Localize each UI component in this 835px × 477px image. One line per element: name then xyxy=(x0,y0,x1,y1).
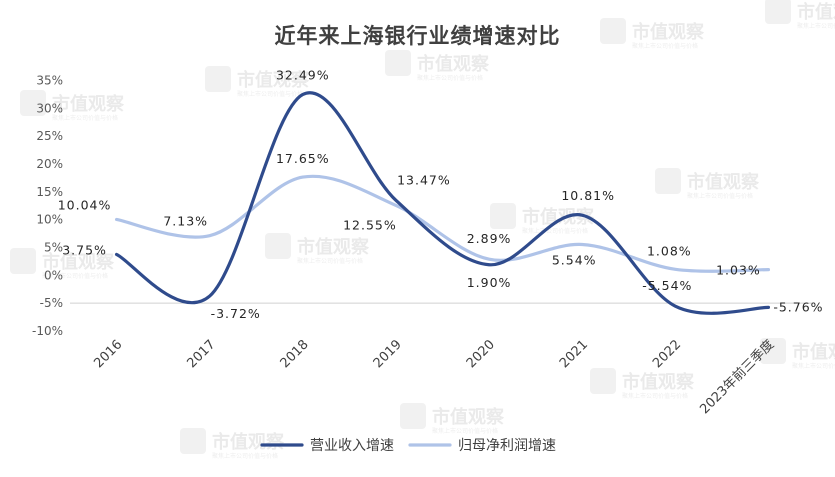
watermark-logo xyxy=(760,338,786,364)
watermark-logo xyxy=(20,90,46,116)
watermark-text: 市值观察 xyxy=(212,431,285,453)
data-label-revenue: 10.81% xyxy=(561,188,615,203)
watermark-subtext: 聚焦上市公司价值与价格 xyxy=(42,272,108,280)
y-tick-label: 5% xyxy=(44,241,63,255)
watermark-logo xyxy=(400,403,426,429)
watermark-logo xyxy=(655,168,681,194)
x-tick-label: 2021 xyxy=(557,337,591,371)
watermark-text: 市值观察 xyxy=(432,406,505,428)
watermark-text: 市值观察 xyxy=(687,171,760,193)
data-label-revenue: -5.54% xyxy=(642,278,692,293)
data-label-revenue: -5.76% xyxy=(773,299,823,314)
chart-title: 近年来上海银行业绩增速对比 xyxy=(274,24,561,48)
x-tick-label: 2022 xyxy=(650,337,684,371)
series-line-revenue xyxy=(114,91,771,315)
watermark-text: 市值观察 xyxy=(632,21,705,43)
watermark-subtext: 聚焦上市公司价值与价格 xyxy=(792,362,835,370)
watermark-subtext: 聚焦上市公司价值与价格 xyxy=(622,392,688,400)
watermark-subtext: 聚焦上市公司价值与价格 xyxy=(432,427,498,435)
watermark-subtext: 聚焦上市公司价值与价格 xyxy=(52,114,118,122)
x-tick-label: 2023年前三季度 xyxy=(697,337,778,418)
legend-label: 归母净利润增速 xyxy=(458,437,556,454)
watermark-logo xyxy=(490,203,516,229)
watermark-text: 市值观察 xyxy=(42,251,115,273)
data-label-profit: 7.13% xyxy=(163,214,208,229)
data-label-profit: 10.04% xyxy=(58,197,112,212)
data-label-profit: 1.08% xyxy=(647,243,692,258)
y-tick-label: 30% xyxy=(36,101,63,115)
watermark-subtext: 聚焦上市公司价值与价格 xyxy=(237,90,303,98)
watermark-text: 市值观察 xyxy=(297,236,370,258)
x-tick-label: 2019 xyxy=(371,337,405,371)
data-label-revenue: 13.47% xyxy=(397,172,451,187)
watermark-logo xyxy=(765,0,791,24)
y-tick-label: -10% xyxy=(32,324,63,338)
watermark-subtext: 聚焦上市公司价值与价格 xyxy=(212,452,278,460)
watermark-subtext: 聚焦上市公司价值与价格 xyxy=(797,22,835,30)
watermark-text: 市值观察 xyxy=(237,69,310,91)
y-tick-label: 20% xyxy=(36,157,63,171)
watermark-logo xyxy=(10,248,36,274)
y-tick-label: -5% xyxy=(40,296,63,310)
y-tick-label: 0% xyxy=(44,268,63,282)
watermark-text: 市值观察 xyxy=(522,206,595,228)
watermark-subtext: 聚焦上市公司价值与价格 xyxy=(417,74,483,82)
watermark-text: 市值观察 xyxy=(622,371,695,393)
watermark-text: 市值观察 xyxy=(417,53,490,75)
watermark-subtext: 聚焦上市公司价值与价格 xyxy=(632,42,698,50)
data-label-profit: 1.03% xyxy=(716,263,761,278)
series-line-profit xyxy=(114,174,771,273)
data-label-profit: 17.65% xyxy=(276,151,330,166)
y-tick-label: 15% xyxy=(36,185,63,199)
watermark-subtext: 聚焦上市公司价值与价格 xyxy=(522,227,588,235)
data-label-revenue: 3.75% xyxy=(62,242,107,257)
x-tick-label: 2016 xyxy=(91,337,125,371)
watermark-subtext: 聚焦上市公司价值与价格 xyxy=(297,257,363,265)
x-tick-label: 2017 xyxy=(185,337,219,371)
watermark-text: 市值观察 xyxy=(792,341,835,363)
y-tick-label: 25% xyxy=(36,129,63,143)
watermark-text: 市值观察 xyxy=(797,1,835,23)
watermark-logo xyxy=(385,50,411,76)
y-tick-label: 10% xyxy=(36,213,63,227)
y-tick-label: 35% xyxy=(36,74,63,88)
watermark-logo xyxy=(600,18,626,44)
watermark-logo xyxy=(265,233,291,259)
data-label-revenue: -3.72% xyxy=(211,306,261,321)
watermark-subtext: 聚焦上市公司价值与价格 xyxy=(687,192,753,200)
watermark-logo xyxy=(590,368,616,394)
x-tick-label: 2018 xyxy=(278,337,312,371)
watermark-logo xyxy=(180,428,206,454)
data-label-revenue: 32.49% xyxy=(276,67,330,82)
data-label-revenue: 1.90% xyxy=(467,275,512,290)
watermark-logo xyxy=(205,66,231,92)
x-tick-label: 2020 xyxy=(464,337,498,371)
watermark-text: 市值观察 xyxy=(52,93,125,115)
data-label-profit: 5.54% xyxy=(552,252,597,267)
data-label-profit: 12.55% xyxy=(343,217,397,232)
data-label-profit: 2.89% xyxy=(467,231,512,246)
legend-label: 营业收入增速 xyxy=(310,438,394,454)
